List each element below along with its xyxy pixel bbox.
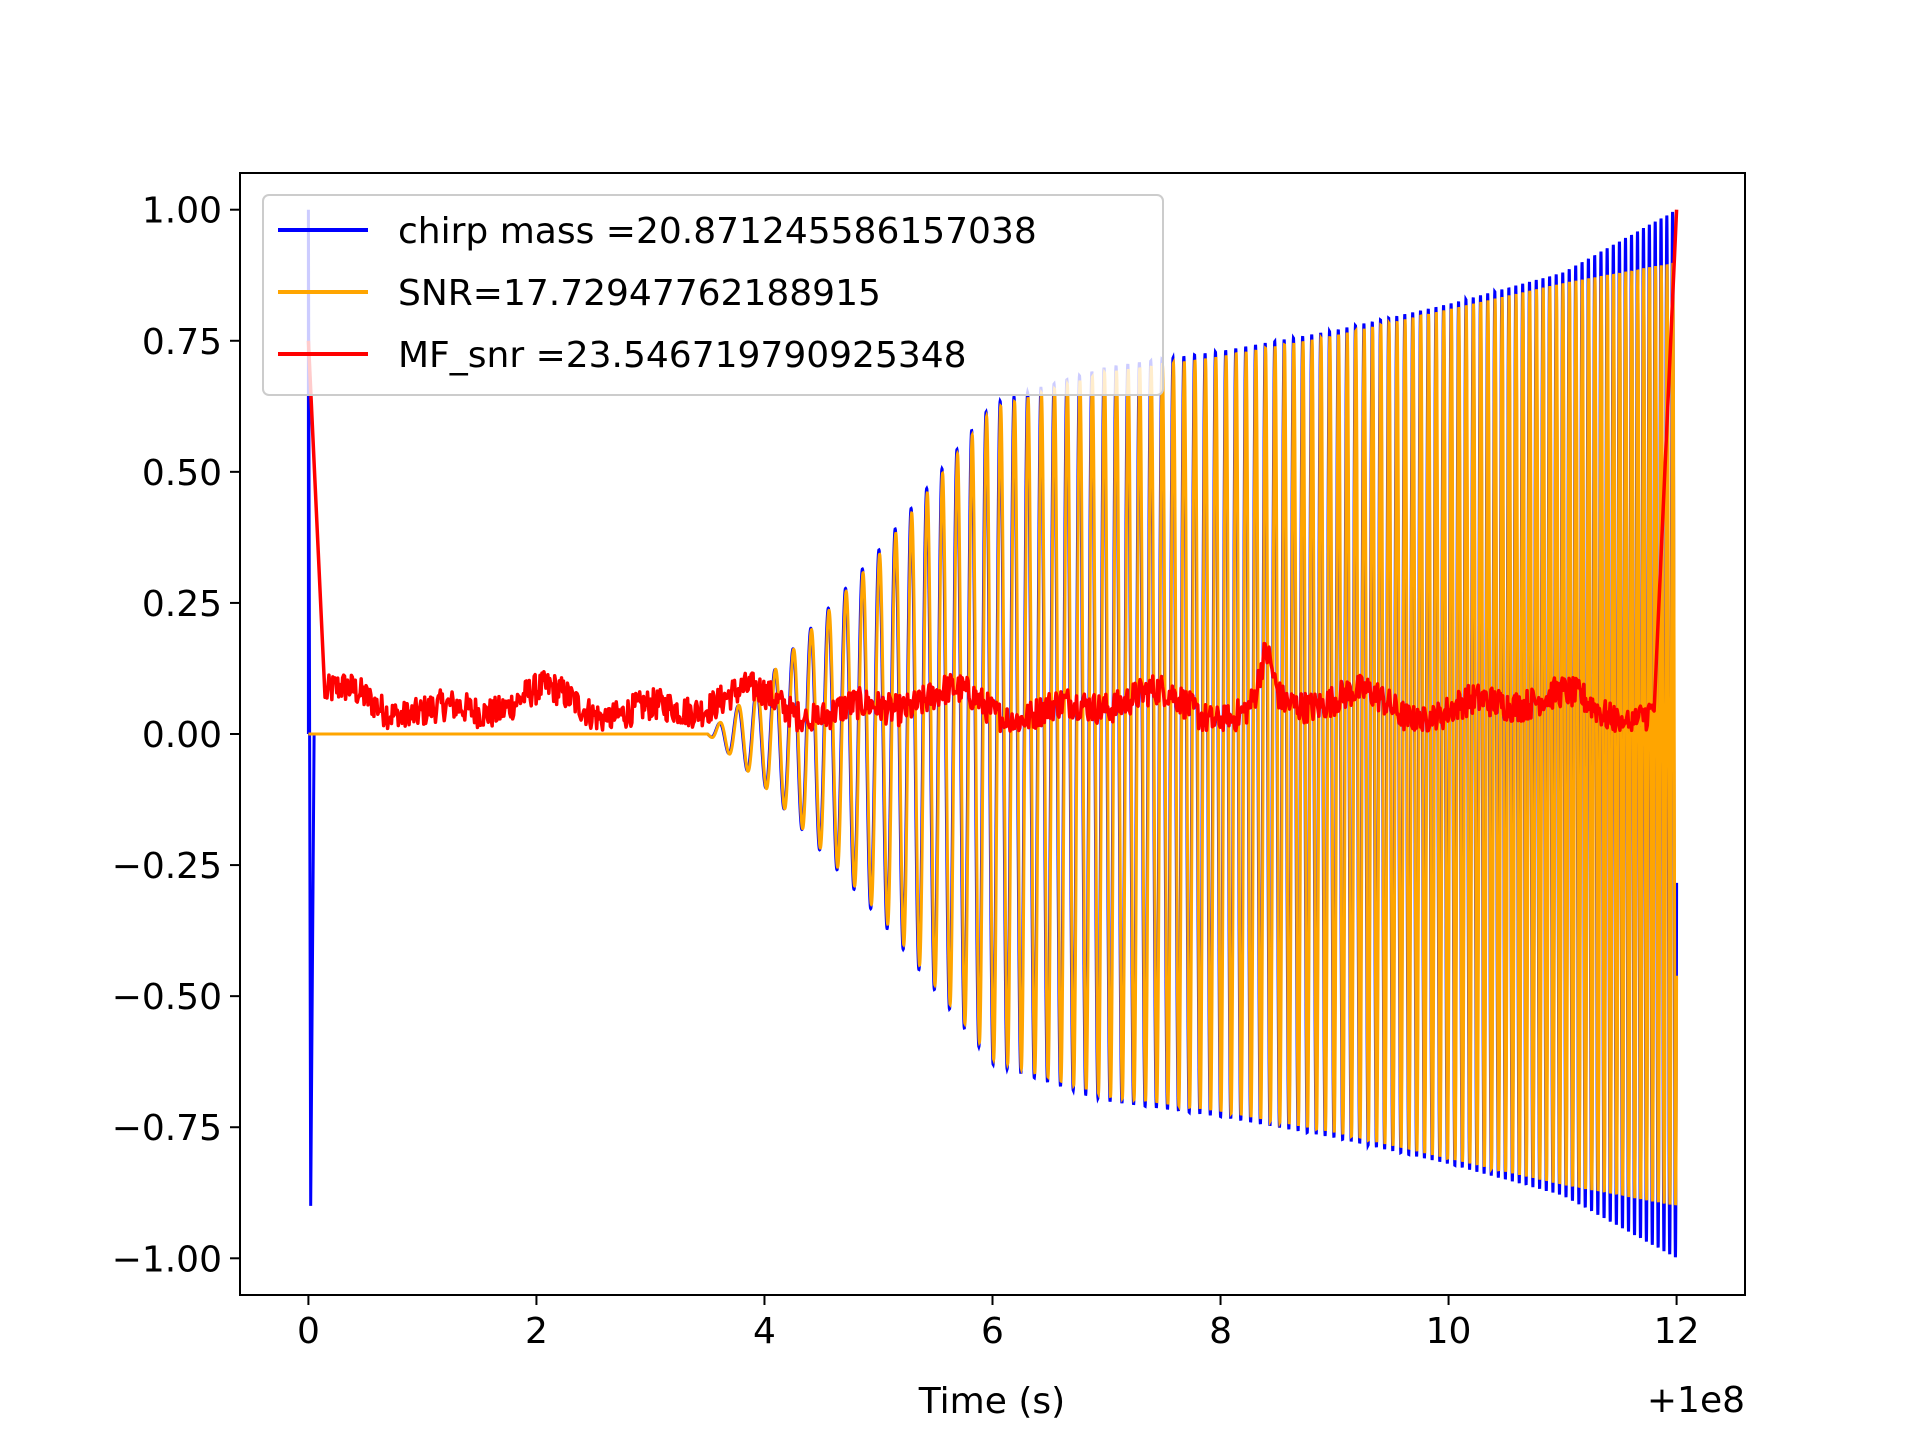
y-tick-label: 0.50	[142, 453, 222, 494]
legend-label: SNR=17.72947762188915	[398, 273, 881, 314]
y-tick-label: −0.75	[112, 1108, 222, 1149]
x-tick-label: 2	[525, 1311, 548, 1352]
legend-box	[262, 194, 1164, 396]
x-tick-label: 6	[981, 1311, 1004, 1352]
x-axis-label: Time (s)	[918, 1381, 1065, 1422]
y-tick-label: 0.75	[142, 322, 222, 363]
x-tick-label: 12	[1654, 1311, 1700, 1352]
series-layer	[306, 209, 1679, 1258]
x-axis-offset-label: +1e8	[1647, 1380, 1745, 1421]
y-tick-label: −1.00	[112, 1239, 222, 1280]
y-tick-label: 0.00	[142, 715, 222, 756]
y-tick-label: −0.25	[112, 846, 222, 887]
axis-ticks: 0 2 4 6 8 10 12 1.00 0.75 0.50 0.25 0.00 −0.25 −0.50 −…	[112, 191, 1700, 1352]
series-line-mf-snr	[306, 209, 1679, 734]
legend-label: chirp mass =20.871245586157038	[398, 211, 1037, 252]
legend-label: MF_snr =23.546719790925348	[398, 335, 967, 376]
y-tick-label: 1.00	[142, 191, 222, 232]
x-tick-label: 4	[753, 1311, 776, 1352]
y-tick-label: −0.50	[112, 977, 222, 1018]
y-tick-label: 0.25	[142, 584, 222, 625]
x-tick-label: 10	[1426, 1311, 1472, 1352]
x-tick-label: 0	[297, 1311, 320, 1352]
x-tick-label: 8	[1209, 1311, 1232, 1352]
legend: chirp mass =20.871245586157038 SNR=17.729…	[262, 194, 1164, 396]
